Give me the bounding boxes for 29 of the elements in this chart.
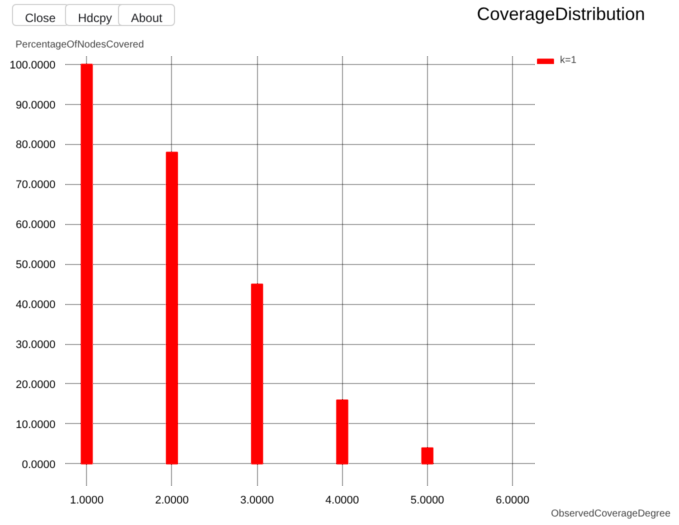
x-tick-label: 2.0000 (155, 494, 189, 506)
bar (336, 399, 348, 464)
x-tick-label: 6.0000 (496, 494, 530, 506)
y-tick-label: 40.0000 (16, 299, 56, 312)
text: Hdcpy (65, 4, 126, 26)
text: Close (12, 4, 69, 26)
bar (251, 284, 264, 464)
x-tick-label: 5.0000 (410, 494, 444, 506)
y-tick-label: 0.0000 (22, 458, 56, 471)
x-tick-label: 3.0000 (240, 494, 274, 506)
chart-title: CoverageDistribution (476, 3, 645, 26)
x-tick-label: 1.0000 (70, 494, 104, 506)
y-tick-label: 100.0000 (10, 59, 56, 72)
y-tick-label: 20.0000 (16, 378, 56, 391)
y-tick-label: 70.0000 (16, 179, 56, 192)
x-tick-label: 4.0000 (325, 494, 360, 506)
y-tick-label: 90.0000 (16, 99, 56, 112)
y-tick-label: 60.0000 (16, 219, 56, 232)
x-axis-title: ObservedCoverageDegree (550, 508, 671, 520)
y-tick-label: 10.0000 (16, 418, 56, 431)
text: About (118, 4, 176, 26)
y-tick-label: 50.0000 (16, 259, 56, 272)
bar (80, 64, 93, 464)
y-tick-label: 80.0000 (16, 139, 56, 152)
legend-label: k=1 (560, 55, 578, 66)
y-tick-label: 30.0000 (16, 339, 56, 352)
y-axis-title: PercentageOfNodesCovered (16, 40, 144, 50)
bar (166, 152, 178, 464)
bar (421, 447, 434, 464)
